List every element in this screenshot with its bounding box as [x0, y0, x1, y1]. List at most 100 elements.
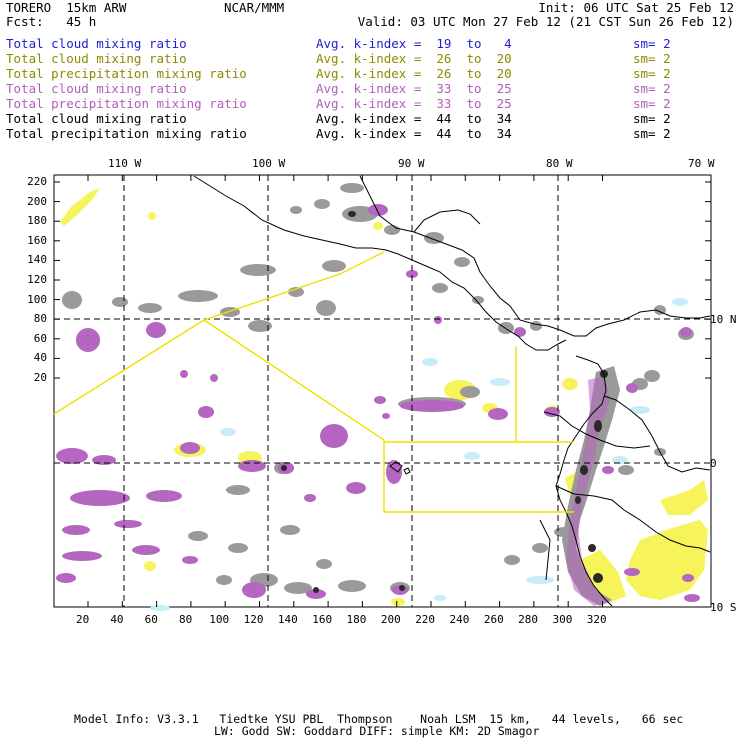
purple-patch: [374, 396, 386, 404]
purple-patch: [434, 316, 442, 324]
dark-core: [575, 496, 581, 504]
cyan-patch: [464, 452, 480, 460]
top-lon-label: 80 W: [546, 157, 573, 170]
gray-patch: [280, 525, 300, 535]
bottom-grid-label: 300: [552, 613, 573, 626]
physics-info: LW: Godd SW: Goddard DIFF: simple KM: 2D…: [214, 724, 540, 738]
cyan-patch: [422, 358, 438, 366]
purple-patch: [210, 374, 218, 382]
right-lat-label: 10 N: [710, 313, 737, 326]
left-grid-label: 180: [27, 214, 47, 228]
south-america-coast: [555, 355, 613, 607]
purple-patch: [146, 490, 182, 502]
legend-smoothing: sm= 2: [633, 36, 671, 51]
gray-patch: [284, 582, 312, 594]
dark-core: [348, 211, 356, 217]
bottom-grid-label: 200: [380, 613, 401, 626]
gray-patch: [340, 183, 364, 193]
purple-patch: [238, 460, 266, 472]
bottom-grid-label: 100: [209, 613, 230, 626]
purple-patch: [56, 573, 76, 583]
cyan-patch: [150, 605, 170, 611]
bottom-grid-label: 60: [144, 613, 158, 626]
purple-patch: [514, 327, 526, 337]
gray-patch: [228, 543, 248, 553]
right-lat-label: 10 S: [710, 601, 737, 614]
dark-core: [313, 587, 319, 593]
left-grid-label: 20: [33, 371, 47, 384]
purple-patch: [368, 204, 388, 216]
cyan-patch: [490, 378, 510, 386]
purple-patch: [684, 594, 700, 602]
gray-patch: [316, 559, 332, 569]
purple-patch: [242, 582, 266, 598]
gray-patch: [62, 291, 82, 309]
purple-patch: [382, 413, 390, 419]
bottom-grid-label: 120: [243, 613, 264, 626]
caribbean-coast: [359, 175, 711, 337]
cyan-patch: [612, 456, 628, 464]
purple-patch: [62, 525, 90, 535]
gray-patch: [644, 370, 660, 382]
andes-border: [603, 395, 711, 473]
gray-patch: [384, 225, 400, 235]
legend-field: Total cloud mixing ratio: [6, 36, 187, 51]
legend-row: Total precipitation mixing ratio Avg. k-i…: [6, 66, 736, 81]
inland-border: [543, 411, 651, 449]
legend-smoothing: sm= 2: [633, 81, 671, 96]
purple-patch: [626, 383, 638, 393]
model-info: Model Info: V3.3.1 Tiedtke YSU PBL Thomp…: [74, 712, 684, 726]
dark-core: [281, 465, 287, 471]
gray-patch: [504, 555, 520, 565]
bottom-grid-label: 220: [415, 613, 436, 626]
purple-patch: [400, 400, 464, 412]
left-grid-label: 140: [27, 253, 47, 267]
inland-border: [539, 519, 551, 581]
bottom-grid-label: 40: [110, 613, 124, 626]
bottom-grid-label: 260: [483, 613, 504, 626]
bottom-grid-label: 180: [346, 613, 367, 626]
dark-core: [594, 420, 602, 432]
purple-patch: [406, 270, 418, 278]
legend-field: Total cloud mixing ratio: [6, 111, 187, 126]
purple-patch: [566, 376, 610, 606]
legend-row: Total precipitation mixing ratio Avg. k-i…: [6, 96, 736, 111]
cyan-patch: [672, 298, 688, 306]
inland-border: [555, 485, 711, 553]
purple-patch: [682, 574, 694, 582]
gray-patch: [216, 575, 232, 585]
bottom-grid-label: 80: [178, 613, 193, 626]
gray-patch: [432, 283, 448, 293]
purple-patch: [114, 520, 142, 528]
yucatan-coast: [413, 209, 481, 233]
yellow-patch: [660, 480, 708, 515]
purple-patch: [304, 494, 316, 502]
gray-patch: [530, 321, 542, 331]
legend-kindex: Avg. k-index = 44 to 34: [316, 126, 512, 141]
yellow-patch: [562, 378, 578, 390]
purple-patch: [488, 408, 508, 420]
overlay-line: [203, 251, 385, 321]
bottom-grid-label: 320: [586, 613, 607, 626]
gray-patch: [472, 296, 484, 304]
cyan-patch: [434, 595, 446, 601]
purple-patch: [602, 466, 614, 474]
gray-patch: [240, 264, 276, 276]
legend-smoothing: sm= 2: [633, 66, 671, 81]
tick-marks: [54, 175, 711, 607]
purple-patch: [306, 589, 326, 599]
coastlines: [193, 175, 711, 607]
init-time: Init: 06 UTC Sat 25 Feb 12: [538, 0, 734, 15]
gray-patch: [188, 531, 208, 541]
gray-patch: [532, 543, 548, 553]
legend-field: Total cloud mixing ratio: [6, 81, 187, 96]
bottom-grid-label: 20: [76, 613, 90, 626]
dark-cores: [281, 211, 608, 593]
top-lon-label: 110 W: [108, 157, 142, 170]
central-america-coast: [193, 175, 567, 351]
gray-patch: [248, 320, 272, 332]
legend-smoothing: sm= 2: [633, 111, 671, 126]
legend-kindex: Avg. k-index = 44 to 34: [316, 111, 512, 126]
dark-core: [399, 585, 405, 591]
cloud-low-k-patches: [150, 298, 688, 611]
